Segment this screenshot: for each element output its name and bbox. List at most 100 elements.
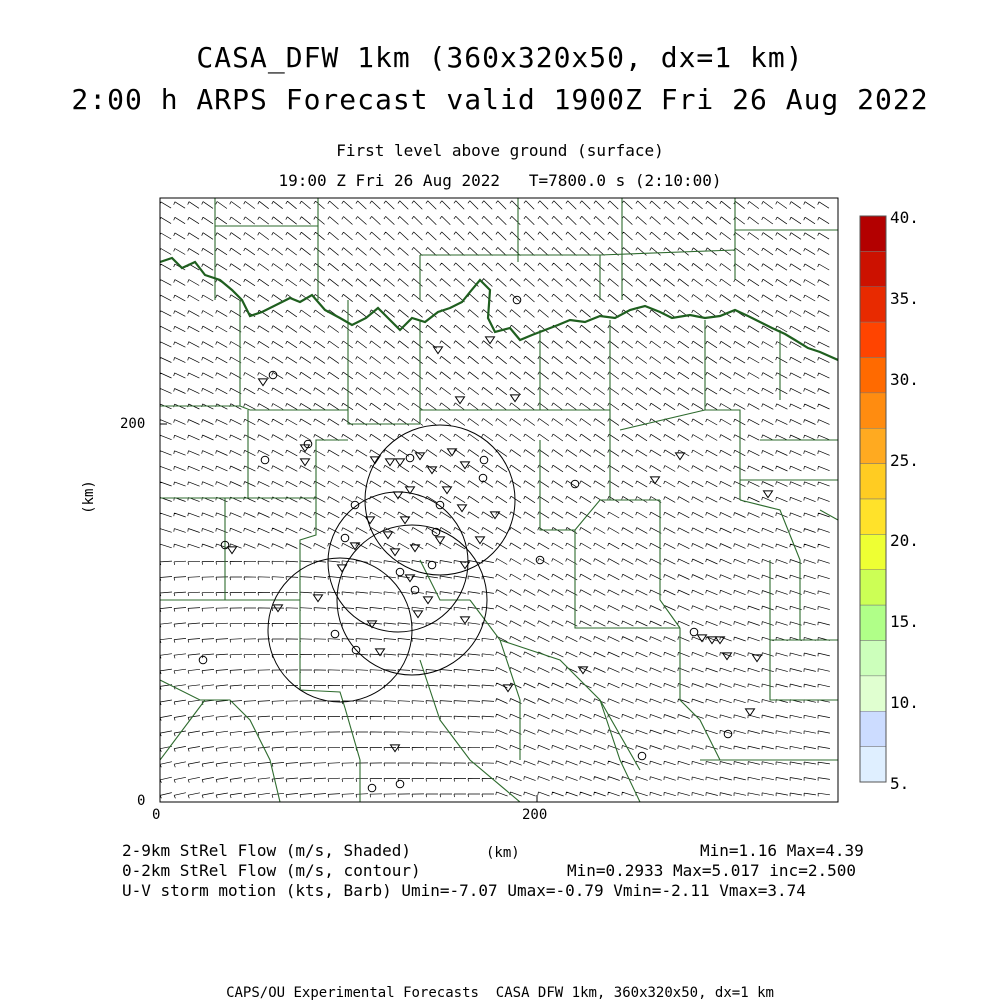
station-triangle-marker [336, 564, 348, 573]
colorbar-bin [859, 428, 887, 464]
county-border [619, 409, 706, 431]
station-triangle-marker [762, 490, 774, 499]
county-border [599, 699, 641, 802]
colorbar-label: 5. [890, 774, 910, 793]
station-triangle-marker [751, 654, 763, 663]
colorbar-bin [859, 463, 887, 500]
station-triangle-marker [649, 476, 661, 485]
station-circle-marker [260, 455, 270, 465]
station-circle-marker [198, 655, 208, 665]
county-border [574, 499, 660, 531]
station-circle-marker [340, 533, 350, 543]
station-circle-marker [431, 527, 441, 537]
station-circle-marker [303, 439, 313, 449]
county-border [248, 439, 348, 499]
county-border [160, 498, 226, 601]
station-triangle-marker [364, 516, 376, 525]
station-triangle-marker [509, 394, 521, 403]
station-triangle-marker [392, 491, 404, 500]
station-circle-marker [395, 779, 405, 789]
station-triangle-marker [426, 466, 438, 475]
colorbar-bin [859, 711, 887, 747]
county-border [160, 699, 206, 761]
station-circle-marker [351, 645, 361, 655]
colorbar-bin [859, 534, 887, 570]
station-triangle-marker [502, 684, 514, 693]
station-triangle-marker [484, 336, 496, 345]
footer-contour-minmax: Min=0.2933 Max=5.017 inc=2.500 [567, 861, 856, 880]
station-triangle-marker [404, 486, 416, 495]
station-circle-marker [479, 455, 489, 465]
station-triangle-marker [272, 604, 284, 613]
contour-ring [267, 557, 413, 703]
station-circle-marker [367, 783, 377, 793]
station-triangle-marker [226, 546, 238, 555]
station-triangle-marker [706, 636, 718, 645]
station-triangle-marker [394, 458, 406, 467]
county-border [679, 628, 721, 761]
colorbar-bin [859, 357, 887, 394]
color-scale-bar [859, 215, 887, 783]
station-triangle-marker [459, 616, 471, 625]
colorbar-bin [859, 286, 887, 323]
county-border [599, 249, 736, 256]
footer-contour-legend: 0-2km StRel Flow (m/s, contour) [122, 861, 421, 880]
station-triangle-marker [389, 744, 401, 753]
station-triangle-marker [299, 458, 311, 467]
station-markers [198, 295, 774, 793]
station-triangle-marker [459, 461, 471, 470]
x-axis-label: (km) [486, 845, 520, 861]
station-triangle-marker [369, 456, 381, 465]
county-border [419, 659, 521, 802]
footer-shaded-legend: 2-9km StRel Flow (m/s, Shaded) [122, 841, 411, 860]
station-circle-marker [723, 729, 733, 739]
level-label: First level above ground (surface) [336, 141, 664, 160]
station-triangle-marker [489, 511, 501, 520]
station-circle-marker [395, 567, 405, 577]
colorbar-label: 20. [890, 531, 919, 551]
station-triangle-marker [434, 536, 446, 545]
station-triangle-marker [366, 620, 378, 629]
colorbar-label: 25. [890, 450, 919, 470]
station-triangle-marker [744, 708, 756, 717]
station-triangle-marker [422, 596, 434, 605]
colorbar-bin [859, 215, 887, 252]
wind-barb-field [160, 200, 830, 799]
colorbar-label: 40. [890, 208, 919, 227]
colorbar-bin [859, 604, 887, 641]
contour-ring [336, 524, 488, 676]
station-circle-marker [689, 627, 699, 637]
colorbar-bin [859, 498, 887, 535]
station-triangle-marker [454, 396, 466, 405]
county-border [469, 599, 641, 771]
county-border [419, 559, 470, 601]
county-border [344, 707, 361, 802]
station-triangle-marker [384, 458, 396, 467]
county-border [659, 500, 681, 629]
station-triangle-marker [399, 516, 411, 525]
station-triangle-marker [456, 504, 468, 513]
station-triangle-marker [257, 378, 269, 387]
station-circle-marker [350, 500, 360, 510]
station-triangle-marker [474, 536, 486, 545]
station-triangle-marker [577, 666, 589, 675]
station-circle-marker [220, 540, 230, 550]
storm-flow-contours [267, 424, 516, 703]
station-triangle-marker [412, 610, 424, 619]
station-triangle-marker [374, 648, 386, 657]
county-border [160, 405, 420, 425]
county-border [819, 509, 838, 521]
station-triangle-marker [674, 452, 686, 461]
colorbar-label: 15. [890, 612, 919, 632]
wind-barbs [160, 200, 830, 799]
colorbar-label: 30. [890, 369, 919, 389]
county-border [705, 409, 741, 500]
colorbar-bin [859, 251, 887, 287]
county-border [299, 689, 346, 709]
x-tick-200: 200 [522, 807, 548, 823]
station-triangle-marker [446, 448, 458, 457]
station-triangle-marker [382, 531, 394, 540]
red-river-line [160, 256, 838, 362]
plot-frame [159, 197, 839, 803]
station-circle-marker [435, 500, 445, 510]
